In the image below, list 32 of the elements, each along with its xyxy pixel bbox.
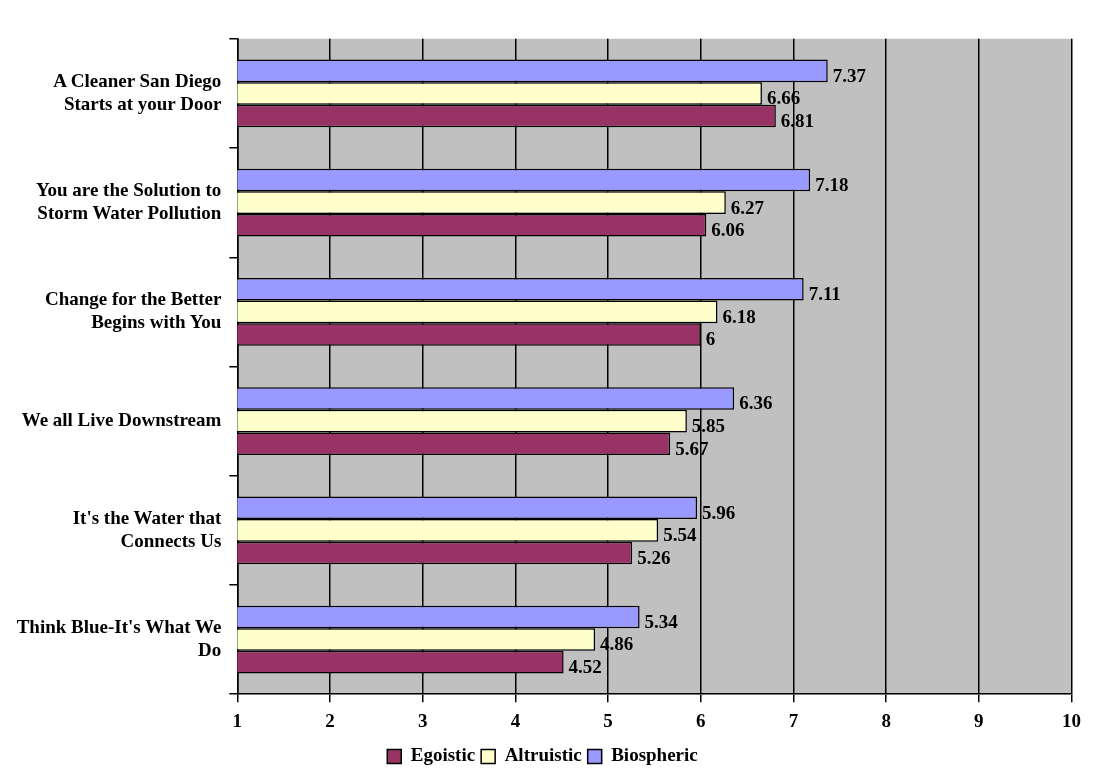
data-label: 6.36: [739, 392, 773, 414]
x-tick-label: 8: [881, 709, 891, 731]
data-label: 4.52: [568, 656, 602, 678]
x-tick-label: 10: [1062, 709, 1081, 731]
x-tick-label: 1: [232, 709, 243, 731]
data-label: 5.96: [702, 501, 736, 523]
legend-label: Biospheric: [611, 744, 698, 766]
legend-label: Egoistic: [410, 744, 476, 766]
y-tick-label: You are the Solution to Storm Water Pollution: [35, 179, 222, 223]
data-label: 6: [705, 328, 716, 350]
data-label: 5.26: [637, 546, 671, 568]
y-tick-label: We all Live Downstream: [21, 409, 222, 431]
data-label: 5.34: [644, 610, 679, 632]
y-tick-label: A Cleaner San Diego Starts at your Door: [53, 69, 222, 114]
legend-label: Altruistic: [504, 744, 582, 766]
x-tick-label: 4: [510, 709, 521, 731]
x-tick-label: 6: [696, 709, 706, 731]
x-tick-label: 9: [974, 709, 984, 731]
x-tick-label: 7: [788, 709, 799, 731]
x-tick-label: 2: [325, 709, 335, 731]
data-label: 7.11: [808, 283, 841, 305]
data-label: 6.27: [730, 196, 765, 218]
y-tick-label: Change for the Better Begins with You: [44, 288, 222, 333]
y-tick-label: Think Blue-It's What We Do: [16, 616, 222, 660]
data-label: 7.37: [832, 64, 867, 86]
x-tick-label: 3: [417, 709, 428, 731]
data-label: 6.06: [711, 219, 745, 241]
x-tick-label: 5: [603, 709, 613, 731]
data-label: 7.18: [815, 173, 849, 195]
data-label: 6.18: [722, 305, 756, 327]
y-tick-label: It's the Water that Connects Us: [72, 506, 223, 551]
data-label: 5.54: [663, 524, 697, 546]
